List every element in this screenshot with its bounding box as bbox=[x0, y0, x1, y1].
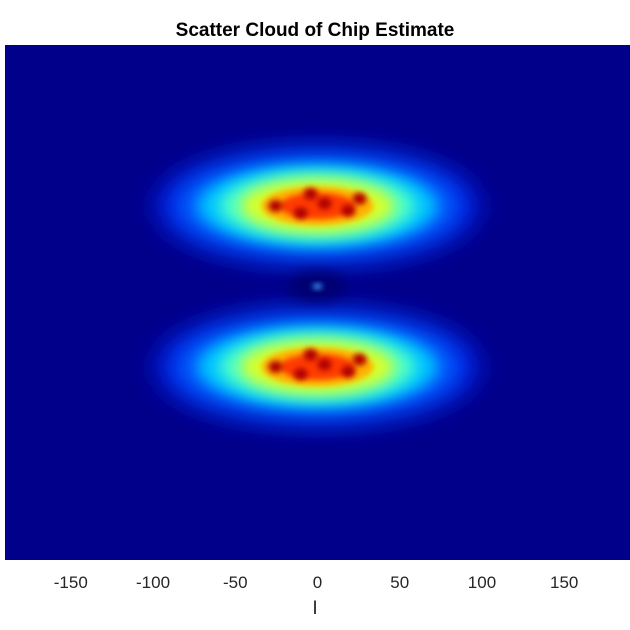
x-axis-ticks: -150 -100 -50 0 50 100 150 bbox=[0, 560, 630, 600]
heat-peak bbox=[341, 365, 356, 378]
heat-peak bbox=[317, 197, 332, 210]
chart-title: Scatter Cloud of Chip Estimate bbox=[175, 20, 455, 41]
heat-peak bbox=[317, 358, 332, 371]
heat-cluster-center-spot bbox=[287, 271, 348, 301]
heat-peak bbox=[268, 199, 283, 212]
heat-peak bbox=[303, 187, 318, 200]
heat-peak bbox=[352, 192, 367, 205]
heatmap-svg bbox=[156, 150, 479, 423]
x-tick-label: 50 bbox=[390, 573, 410, 592]
heat-cluster-upper bbox=[156, 150, 479, 262]
heat-cluster-lower bbox=[156, 311, 479, 423]
x-tick-label: -150 bbox=[53, 573, 88, 592]
x-tick-label: 150 bbox=[550, 573, 579, 592]
heat-peak bbox=[293, 368, 308, 381]
x-axis-label: I bbox=[312, 598, 318, 619]
heat-peak bbox=[268, 360, 283, 373]
x-tick-label: 0 bbox=[312, 573, 323, 592]
x-tick-label: -50 bbox=[222, 573, 248, 592]
heat-peak bbox=[293, 207, 308, 220]
x-tick-label: -100 bbox=[136, 573, 171, 592]
heat-peak bbox=[303, 348, 318, 361]
heat-peak bbox=[352, 353, 367, 366]
heat-spot bbox=[312, 283, 323, 290]
plot-area bbox=[5, 45, 630, 560]
x-tick-label: 100 bbox=[467, 573, 497, 592]
heat-peak bbox=[341, 204, 356, 217]
